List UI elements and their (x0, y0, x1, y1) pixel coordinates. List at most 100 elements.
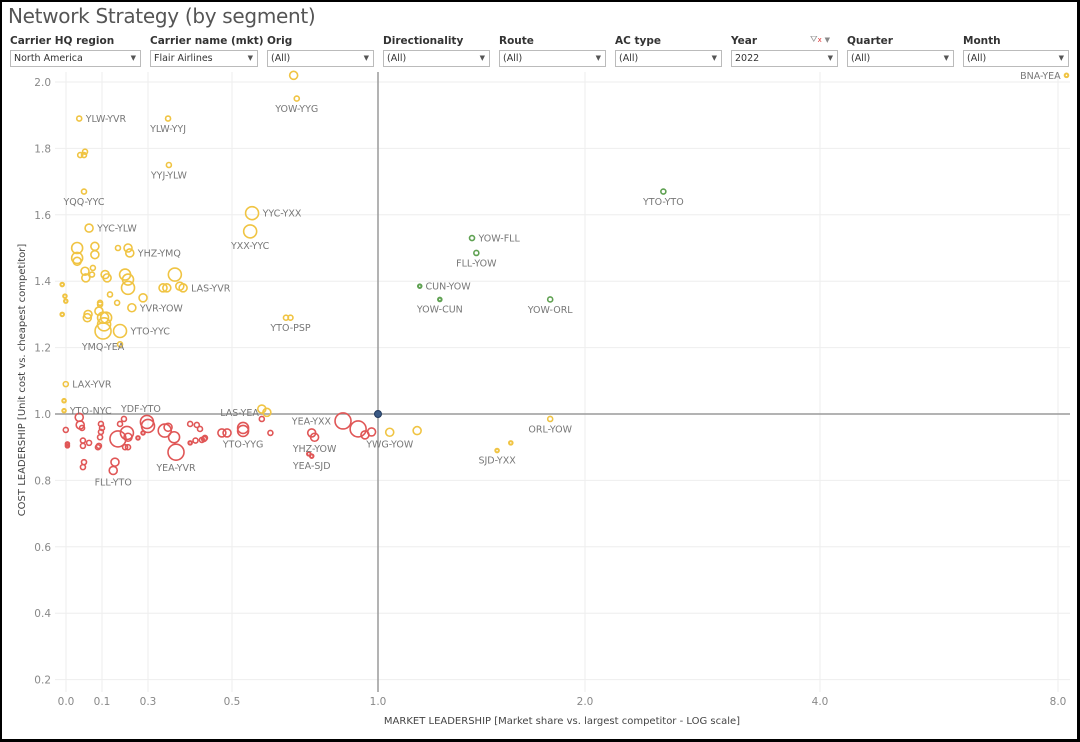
filter-label: Quarter (847, 35, 893, 47)
filter-label: AC type (615, 35, 661, 47)
data-point (140, 418, 156, 434)
point-label: ORL-YOW (528, 424, 572, 435)
y-tick-label: 0.2 (34, 675, 51, 687)
data-point (163, 422, 173, 433)
data-point (546, 415, 554, 423)
point-label: YTO-YYG (222, 439, 264, 450)
data-point (64, 443, 71, 449)
point-label: YYC-YXX (262, 209, 302, 220)
y-tick-label: 0.6 (34, 542, 51, 554)
filter-label: Orig (267, 35, 293, 47)
data-point (366, 427, 377, 437)
filter-clear-icon[interactable]: ⛛x ▼ (810, 35, 830, 45)
data-point (114, 244, 122, 252)
directionality-dropdown[interactable]: (All) ▼ (383, 50, 490, 67)
data-point (88, 271, 96, 278)
x-tick-label: 4.0 (812, 696, 829, 708)
point-label: YXX-YYC (230, 241, 270, 252)
data-point (178, 283, 188, 293)
data-point (158, 283, 168, 293)
caret-down-icon[interactable]: ▼ (943, 54, 949, 62)
y-axis: 0.2 0.4 0.6 0.8 1.0 1.2 1.4 1.6 1.8 2.0 (34, 77, 51, 687)
caret-down-icon[interactable]: ▼ (595, 54, 601, 62)
dropdown-value: (All) (503, 53, 523, 64)
y-tick-label: 1.0 (34, 409, 51, 421)
filter-directionality: Directionality (All) ▼ (383, 35, 490, 67)
data-point (127, 302, 137, 313)
y-axis-title: COST LEADERSHIP [Unit cost vs. cheapest … (17, 244, 28, 517)
data-point (267, 429, 274, 437)
data-point (113, 299, 121, 307)
data-point (167, 430, 181, 444)
data-point (201, 434, 209, 442)
point-label: YVR-YOW (139, 303, 184, 314)
filter-label: Month (963, 35, 1001, 47)
data-point (80, 151, 88, 159)
point-label: YEA-YXX (291, 416, 332, 427)
data-point (85, 439, 93, 447)
data-point (96, 433, 104, 441)
point-label: BNA-YEA (1020, 71, 1061, 82)
data-point (89, 264, 97, 272)
data-point (116, 420, 124, 428)
data-point (293, 95, 301, 102)
data-point (80, 458, 88, 466)
data-point (244, 205, 260, 221)
filter-quarter: Quarter (All) ▼ (847, 35, 954, 67)
data-point (196, 425, 204, 433)
y-tick-label: 1.2 (34, 343, 51, 355)
data-point (167, 267, 183, 282)
carrier-hq-region-dropdown[interactable]: North America ▼ (10, 50, 141, 67)
data-point (124, 248, 135, 258)
month-dropdown[interactable]: (All) ▼ (963, 50, 1069, 67)
caret-down-icon[interactable]: ▼ (130, 54, 136, 62)
filter-label: Directionality (383, 35, 464, 47)
data-point (384, 427, 395, 438)
filter-year: Year 2022 ▼ (731, 35, 838, 67)
x-tick-label: 8.0 (1050, 696, 1067, 708)
point-label: YLW-YVR (85, 114, 127, 125)
point-label: YOW-CUN (416, 304, 463, 315)
ac-type-dropdown[interactable]: (All) ▼ (615, 50, 722, 67)
data-point (82, 312, 93, 323)
year-dropdown[interactable]: 2022 ▼ (731, 50, 838, 67)
data-point (108, 465, 119, 476)
data-point (349, 420, 367, 438)
data-point (81, 273, 91, 283)
point-labels: YOW-YYG YLW-YVR YLW-YYJ YYJ-YLW YQQ-YYC YYC-Y… (62, 71, 1061, 489)
caret-down-icon[interactable]: ▼ (1058, 54, 1064, 62)
data-point (288, 70, 299, 81)
point-label: LAX-YVR (72, 380, 112, 391)
data-point (94, 443, 102, 451)
data-point (120, 415, 128, 423)
data-point (79, 442, 87, 450)
filter-label: Route (499, 35, 534, 47)
data-point (78, 424, 86, 432)
point-label: YHZ-YOW (292, 444, 337, 455)
quarter-dropdown[interactable]: (All) ▼ (847, 50, 954, 67)
data-point (80, 266, 90, 277)
filter-route: Route (All) ▼ (499, 35, 606, 67)
caret-down-icon[interactable]: ▼ (711, 54, 717, 62)
caret-down-icon[interactable]: ▼ (363, 54, 369, 62)
point-label: LAS-YEA (220, 408, 259, 419)
data-point (75, 115, 83, 122)
caret-down-icon[interactable]: ▼ (827, 54, 833, 62)
y-tick-label: 1.6 (34, 210, 51, 222)
caret-down-icon[interactable]: ▼ (479, 54, 485, 62)
x-tick-label: 0.5 (224, 696, 241, 708)
data-point (140, 430, 146, 436)
route-dropdown[interactable]: (All) ▼ (499, 50, 606, 67)
x-axis-title: MARKET LEADERSHIP [Market share vs. larg… (384, 716, 740, 727)
filter-label: Carrier name (mkt) (150, 35, 264, 47)
y-tick-label: 0.4 (34, 608, 51, 620)
caret-down-icon[interactable]: ▼ (247, 54, 253, 62)
data-point (61, 397, 67, 404)
orig-dropdown[interactable]: (All) ▼ (267, 50, 374, 67)
carrier-name-dropdown[interactable]: Flair Airlines ▼ (150, 50, 258, 67)
filter-carrier-name: Carrier name (mkt) Flair Airlines ▼ (150, 35, 264, 67)
gridlines (55, 72, 1070, 692)
point-label: YEA-SJD (292, 461, 331, 472)
